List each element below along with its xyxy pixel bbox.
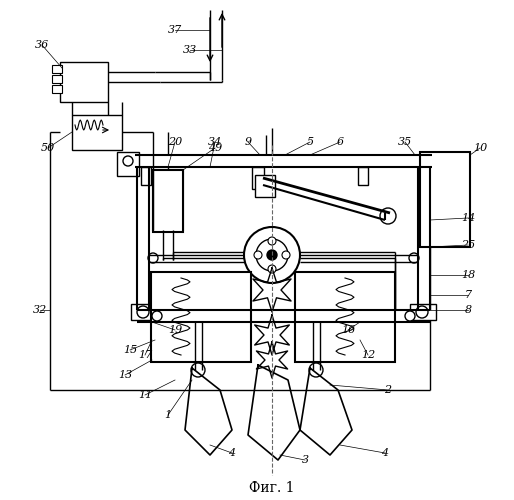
Text: 10: 10 — [473, 143, 487, 153]
Text: 8: 8 — [465, 305, 471, 315]
Text: 50: 50 — [41, 143, 55, 153]
Text: 37: 37 — [168, 25, 182, 35]
Bar — [72, 115, 122, 150]
Bar — [153, 170, 183, 232]
Text: 36: 36 — [35, 40, 49, 50]
Bar — [52, 85, 62, 93]
Circle shape — [309, 363, 323, 377]
Text: 4: 4 — [228, 448, 235, 458]
Circle shape — [148, 253, 158, 263]
Text: 9: 9 — [245, 137, 251, 147]
Text: 3: 3 — [301, 455, 308, 465]
Text: 33: 33 — [183, 45, 197, 55]
Circle shape — [256, 239, 288, 271]
Text: 16: 16 — [341, 325, 355, 335]
Circle shape — [416, 306, 428, 318]
Bar — [117, 152, 139, 176]
Circle shape — [436, 156, 446, 166]
Bar — [52, 65, 62, 73]
Circle shape — [405, 311, 415, 321]
Bar — [151, 272, 251, 362]
Circle shape — [123, 156, 133, 166]
Circle shape — [244, 227, 300, 283]
Text: 2: 2 — [384, 385, 392, 395]
Text: 20: 20 — [168, 137, 182, 147]
Text: 7: 7 — [465, 290, 471, 300]
Text: 49: 49 — [208, 143, 222, 153]
Bar — [420, 152, 470, 247]
Circle shape — [152, 311, 162, 321]
Text: 12: 12 — [361, 350, 375, 360]
Bar — [131, 304, 157, 320]
Text: 6: 6 — [337, 137, 343, 147]
Text: 32: 32 — [33, 305, 47, 315]
Bar — [141, 167, 151, 185]
Text: 13: 13 — [118, 370, 132, 380]
Circle shape — [191, 363, 205, 377]
Text: 1: 1 — [164, 410, 172, 420]
Circle shape — [409, 253, 419, 263]
Bar — [60, 62, 108, 102]
Bar — [410, 304, 436, 320]
Circle shape — [267, 250, 277, 260]
Circle shape — [268, 237, 276, 245]
Text: 25: 25 — [461, 240, 475, 250]
Circle shape — [282, 251, 290, 259]
Text: 14: 14 — [461, 213, 475, 223]
Text: 34: 34 — [208, 137, 222, 147]
Text: 35: 35 — [398, 137, 412, 147]
Circle shape — [380, 208, 396, 224]
Text: 11: 11 — [138, 390, 152, 400]
Bar — [358, 167, 368, 185]
Text: 17: 17 — [138, 350, 152, 360]
Text: Фиг. 1: Фиг. 1 — [249, 481, 295, 495]
Bar — [428, 152, 450, 176]
Circle shape — [137, 306, 149, 318]
Text: 18: 18 — [461, 270, 475, 280]
Text: 15: 15 — [123, 345, 137, 355]
Text: 19: 19 — [168, 325, 182, 335]
Bar — [255, 175, 275, 197]
Circle shape — [268, 265, 276, 273]
Bar — [52, 75, 62, 83]
Bar — [252, 167, 264, 189]
Bar — [295, 272, 395, 362]
Text: 4: 4 — [381, 448, 389, 458]
Circle shape — [254, 251, 262, 259]
Text: 5: 5 — [306, 137, 314, 147]
Bar — [153, 170, 183, 230]
